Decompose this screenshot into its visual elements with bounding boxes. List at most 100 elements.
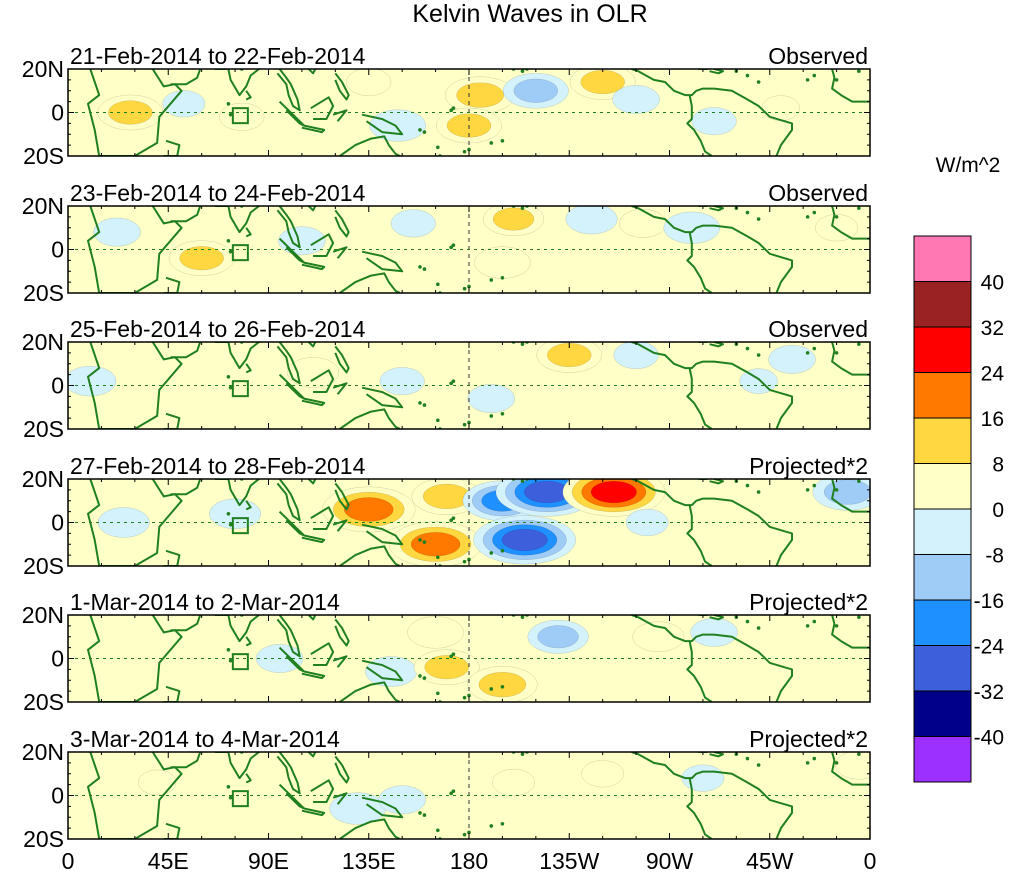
coastline-9 <box>301 124 326 134</box>
panel-kind: Observed <box>768 180 868 206</box>
island-24 <box>756 490 761 494</box>
anomaly-contour-6-2 <box>456 82 504 108</box>
anomaly-contour-7-1 <box>835 752 870 780</box>
lon-tick-label: 90E <box>248 848 289 874</box>
island-20 <box>805 488 810 492</box>
island-12 <box>489 414 494 418</box>
longitude-axis: 0 45E 90E 135E 180 135W 90W 45W 0 <box>62 848 877 874</box>
lat-tick-label: 20S <box>23 553 64 579</box>
colorbar-label: -40 <box>974 727 1004 750</box>
colorbar-box-12 <box>913 736 972 783</box>
anomaly-contour-7-1 <box>565 206 618 235</box>
island-6 <box>436 282 440 287</box>
coastline-15 <box>339 408 401 429</box>
panel-kind: Projected*2 <box>749 589 868 615</box>
coastline-20 <box>709 206 724 212</box>
lat-tick-label: 0 <box>51 100 64 126</box>
island-8 <box>449 381 453 386</box>
island-21 <box>857 752 861 756</box>
island-4 <box>418 128 422 132</box>
coastline-5 <box>245 773 252 784</box>
island-5 <box>422 676 427 680</box>
colorbar-box-7 <box>913 508 972 555</box>
lat-tick-label: 20N <box>22 466 64 492</box>
panel-date-range: 23-Feb-2014 to 24-Feb-2014 <box>70 180 366 206</box>
lat-tick-label: 20S <box>23 280 64 306</box>
island-24 <box>756 626 761 630</box>
island-19 <box>812 73 817 78</box>
coastline-5 <box>245 636 252 647</box>
anomaly-contour-10-1 <box>612 85 660 114</box>
coastline-5 <box>245 227 252 238</box>
island-5 <box>422 267 427 271</box>
island-13 <box>500 548 505 553</box>
island-2 <box>228 385 233 390</box>
coastline-9 <box>301 807 326 817</box>
coastline-10 <box>332 246 348 259</box>
lat-tick-label: 0 <box>51 237 64 263</box>
island-12 <box>489 141 494 145</box>
lat-tick-label: 20S <box>23 826 64 852</box>
island-15 <box>520 342 525 346</box>
island-15 <box>520 479 525 483</box>
coastline-20 <box>709 342 724 348</box>
island-13 <box>500 684 505 689</box>
island-6 <box>436 418 440 423</box>
coastline-6 <box>276 752 301 795</box>
coastline-10 <box>332 382 348 395</box>
anomaly-contour-5-2 <box>478 671 527 698</box>
coastline-2 <box>163 549 181 566</box>
coastline-15 <box>339 818 401 839</box>
island-10 <box>462 559 467 564</box>
anomaly-field <box>93 206 859 279</box>
coastline-17 <box>686 777 713 839</box>
panel-kind: Observed <box>768 316 868 342</box>
island-9 <box>451 516 456 520</box>
colorbar-box-8 <box>913 554 972 601</box>
island-13 <box>500 138 505 143</box>
anomaly-field <box>97 479 870 566</box>
lat-tick-label: 20N <box>22 739 64 765</box>
coastline-12 <box>334 618 350 647</box>
island-8 <box>449 108 453 113</box>
colorbar-label: 8 <box>992 454 1004 477</box>
island-18 <box>834 78 839 82</box>
coastlines <box>87 342 870 429</box>
island-4 <box>418 674 422 678</box>
island-9 <box>451 652 456 656</box>
island-18 <box>834 351 839 355</box>
colorbar-box-11 <box>913 690 972 737</box>
coastline-13 <box>307 342 317 348</box>
coastline-12 <box>334 209 350 238</box>
coastline-6 <box>276 342 301 385</box>
coastline-2 <box>163 412 181 429</box>
island-12 <box>489 551 494 555</box>
anomaly-contour-3-1 <box>379 367 425 396</box>
island-18 <box>834 624 839 628</box>
coastline-3 <box>170 615 202 632</box>
panel-kind: Projected*2 <box>749 726 868 752</box>
coastline-5 <box>245 363 252 374</box>
region-box <box>231 790 249 808</box>
island-9 <box>451 379 456 383</box>
coastline-16 <box>631 752 793 839</box>
island-1 <box>226 102 231 106</box>
island-20 <box>805 78 810 82</box>
coastline-17 <box>686 640 713 702</box>
anomaly-contour-3-1 <box>407 616 464 649</box>
anomaly-contour-4-1 <box>492 768 536 797</box>
colorbar-units: W/m^2 <box>936 154 1001 177</box>
island-19 <box>812 346 817 351</box>
coastline-2 <box>163 685 181 702</box>
coastline-13 <box>307 615 317 621</box>
panel-2: 23-Feb-2014 to 24-Feb-2014 Observed 20N 0 20… <box>22 180 871 306</box>
panel-date-range: 1-Mar-2014 to 2-Mar-2014 <box>70 589 340 615</box>
coastline-16 <box>631 342 793 429</box>
coastline-13 <box>307 206 317 212</box>
coastline-16 <box>631 479 793 566</box>
island-11 <box>467 284 471 289</box>
coastline-6 <box>276 69 301 112</box>
coastlines <box>87 615 870 702</box>
colorbar-label: 0 <box>992 499 1004 522</box>
island-20 <box>805 761 810 765</box>
